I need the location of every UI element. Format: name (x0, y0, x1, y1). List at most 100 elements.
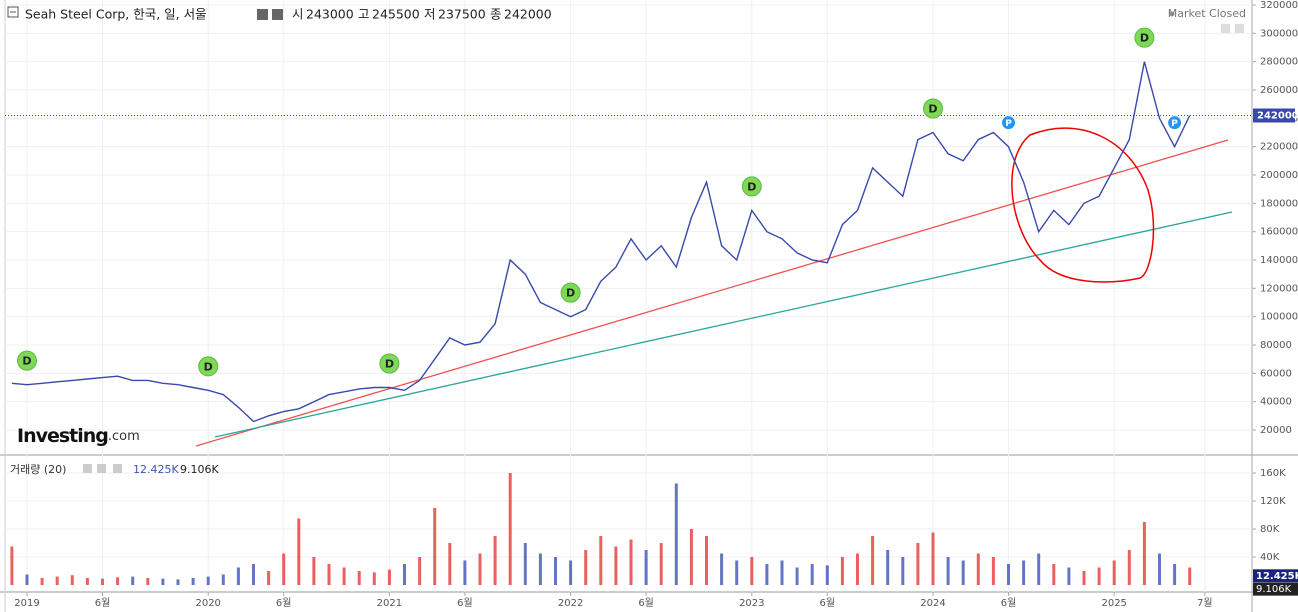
volume-bar (1097, 567, 1101, 585)
y-tick-label: 260000 (1260, 85, 1298, 96)
settings-icon[interactable] (83, 464, 92, 473)
close-icon[interactable] (113, 464, 122, 473)
y-tick-label: 300000 (1260, 28, 1298, 39)
x-tick-label: 2024 (920, 598, 945, 609)
volume-bar (1067, 567, 1071, 585)
volume-bar (538, 553, 542, 585)
volume-bar (10, 546, 14, 585)
volume-bar (916, 543, 920, 585)
y-tick-label: 200000 (1260, 170, 1298, 181)
event-label: D (385, 358, 394, 371)
volume-bar (780, 560, 784, 585)
event-marker[interactable] (741, 176, 762, 197)
volume-bar (267, 571, 271, 585)
volume-bar (1142, 522, 1146, 585)
volume-bar (1082, 571, 1086, 585)
volume-bar (463, 560, 467, 585)
volume-current-label: 12.425K (133, 463, 179, 476)
event-marker[interactable] (198, 356, 219, 377)
volume-bar (1112, 560, 1116, 585)
event-label: D (204, 360, 213, 373)
volume-bar (1127, 550, 1131, 585)
volume-bar (448, 543, 452, 585)
ohlc-value: 243000 (306, 7, 354, 22)
volume-bar (146, 578, 150, 585)
volume-bar (40, 578, 44, 585)
y-tick-label: 140000 (1260, 255, 1298, 266)
x-tick-label: 6월 (820, 597, 836, 609)
volume-average-tag (1253, 582, 1298, 596)
event-marker[interactable] (1167, 115, 1183, 131)
volume-average-label: 9.106K (180, 463, 219, 476)
volume-bar (70, 575, 74, 585)
settings-icon[interactable] (257, 9, 268, 20)
y-tick-label: 20000 (1260, 425, 1292, 436)
trend-line (214, 211, 1233, 438)
volume-bar (403, 564, 406, 585)
x-tick-label: 6월 (95, 597, 111, 609)
volume-bar (418, 557, 422, 585)
volume-current-tag (1253, 569, 1298, 583)
event-label: D (747, 180, 756, 193)
volume-bar (312, 557, 316, 585)
volume-bar (342, 567, 346, 585)
volume-bar (901, 557, 905, 585)
volume-bar (131, 576, 135, 585)
volume-bar (1007, 564, 1010, 585)
settings-icon[interactable] (272, 9, 283, 20)
event-label: P (1005, 119, 1012, 129)
x-tick-label: 2019 (14, 598, 39, 609)
volume-bar (871, 536, 875, 585)
y-tick-label: 160000 (1260, 227, 1298, 238)
logo-text: Investing (17, 425, 108, 447)
volume-bar (493, 536, 497, 585)
x-tick-label: 7월 (1197, 597, 1213, 609)
ohlc-value: 245500 (372, 7, 420, 22)
volume-bar (523, 543, 527, 585)
volume-bar (705, 536, 708, 585)
x-tick-label: 2021 (377, 598, 402, 609)
ohlc-label: 종 (490, 7, 502, 22)
volume-bar (991, 557, 995, 585)
collapse-icon[interactable] (7, 6, 19, 18)
volume-bar (810, 564, 814, 585)
settings-icon[interactable] (97, 464, 106, 473)
x-tick-label: 6월 (276, 597, 292, 609)
volume-bar (554, 557, 557, 585)
pause-icon[interactable] (1221, 24, 1230, 33)
event-marker[interactable] (923, 98, 943, 119)
trend-line (195, 139, 1229, 447)
volume-bar (236, 567, 240, 585)
pause-icon[interactable] (1235, 24, 1244, 33)
y-tick-label: 220000 (1260, 142, 1298, 153)
ohlc-value: 237500 (438, 7, 486, 22)
event-marker[interactable] (17, 350, 37, 371)
y-tick-label: 60000 (1260, 368, 1292, 379)
status-dot (1169, 11, 1175, 17)
event-marker[interactable] (1134, 27, 1155, 48)
x-tick-label: 6월 (1001, 597, 1017, 609)
volume-bar (357, 571, 361, 585)
volume-bar (584, 550, 588, 585)
volume-bar (508, 473, 512, 585)
y-tick-label: 320000 (1260, 0, 1298, 11)
volume-bar (176, 579, 180, 585)
volume-bar (674, 483, 678, 585)
volume-bar (252, 564, 255, 585)
volume-bar (116, 577, 120, 585)
x-tick-label: 2020 (195, 598, 220, 609)
event-marker[interactable] (379, 353, 400, 374)
x-tick-label: 6월 (638, 597, 654, 609)
ohlc-label: 고 (358, 7, 370, 22)
volume-bar (961, 560, 965, 585)
event-marker[interactable] (560, 282, 581, 303)
current-price-label: 242000 (1257, 111, 1298, 122)
volume-bar (840, 557, 844, 585)
event-marker[interactable] (1001, 115, 1016, 131)
y-tick-label: 120K (1260, 496, 1286, 507)
volume-bar (206, 576, 210, 585)
ohlc-value: 242000 (504, 7, 552, 22)
volume-bar (629, 539, 633, 585)
